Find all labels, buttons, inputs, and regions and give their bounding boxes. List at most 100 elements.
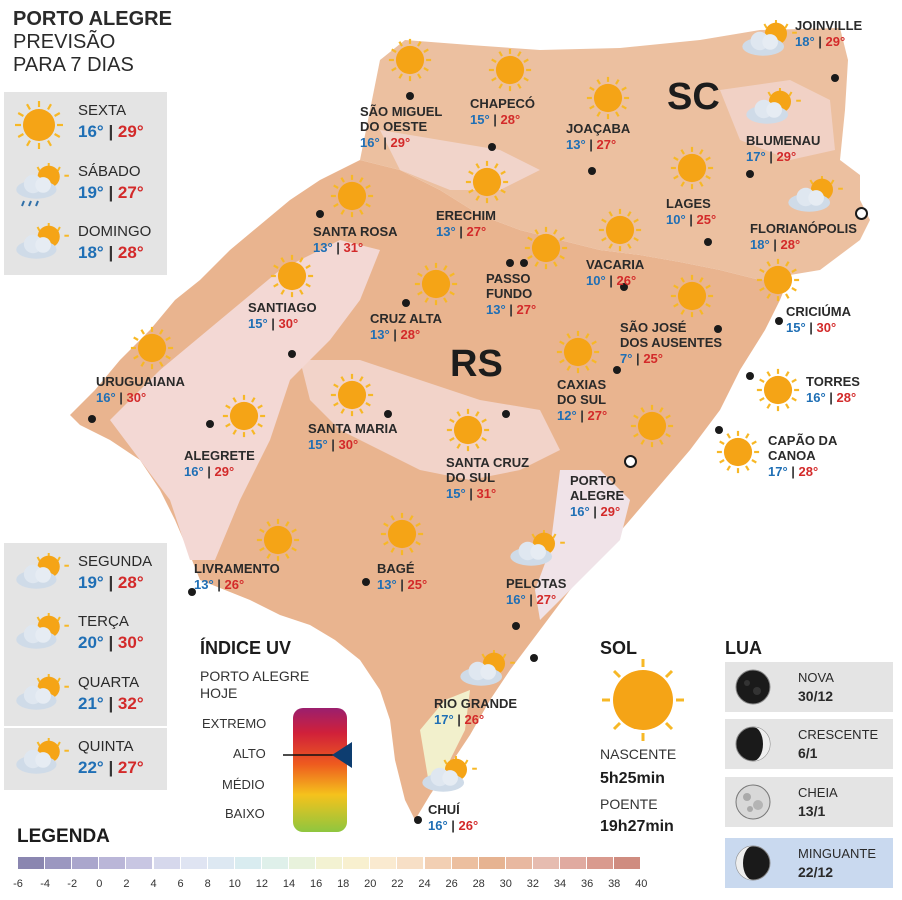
city-passo[interactable]: PASSO FUNDO 13° | 27°	[486, 271, 536, 317]
city-marker-blumenau[interactable]	[746, 170, 754, 178]
max-temp: 25°	[407, 577, 428, 592]
city-marker-vacaria[interactable]	[620, 283, 628, 291]
city-chu-[interactable]: CHUÍ 16° | 26°	[428, 802, 478, 833]
city-marker-joinville[interactable]	[831, 74, 839, 82]
city-santiago[interactable]: SANTIAGO 15° | 30°	[248, 300, 317, 331]
legend-tick: 14	[282, 878, 296, 890]
city-marker-alegrete[interactable]	[206, 420, 214, 428]
city-cruz-alta[interactable]: CRUZ ALTA 13° | 28°	[370, 311, 442, 342]
title-line3: PARA 7 DIAS	[13, 54, 134, 76]
city-uruguaiana[interactable]: URUGUAIANA 16° | 30°	[96, 374, 185, 405]
city-marker-porto[interactable]	[624, 455, 637, 468]
city-santa-cruz[interactable]: SANTA CRUZ DO SUL 15° | 31°	[446, 455, 529, 501]
legend-swatch	[343, 857, 370, 869]
city-caxias[interactable]: CAXIAS DO SUL 12° | 27°	[557, 377, 607, 423]
sun-icon	[380, 512, 424, 561]
city-marker-passo[interactable]	[520, 259, 528, 267]
sun-icon	[222, 394, 266, 443]
min-temp: 16°	[428, 818, 448, 833]
city-alegrete[interactable]: ALEGRETE 16° | 29°	[184, 448, 255, 479]
min-temp: 15°	[470, 112, 490, 127]
city-marker-cap-o-da[interactable]	[715, 426, 723, 434]
sun-icon	[130, 326, 174, 375]
sun-icon	[756, 368, 800, 417]
city-lages[interactable]: LAGES 10° | 25°	[666, 196, 716, 227]
sun-icon	[630, 404, 674, 453]
city-marker-florian-polis[interactable]	[855, 207, 868, 220]
city-marker-uruguaiana[interactable]	[88, 415, 96, 423]
city-marker-torres[interactable]	[746, 372, 754, 380]
city-marker-erechim[interactable]	[506, 259, 514, 267]
city-florian-polis[interactable]: FLORIANÓPOLIS 18° | 28°	[750, 221, 857, 252]
city-marker-santa-maria[interactable]	[384, 410, 392, 418]
sun-icon	[465, 160, 509, 209]
min-temp: 16°	[506, 592, 526, 607]
city-erechim[interactable]: ERECHIM 13° | 27°	[436, 208, 496, 239]
city-marker-lages[interactable]	[704, 238, 712, 246]
legend-swatch	[72, 857, 99, 869]
city-s-o-jos-[interactable]: SÃO JOSÉ DOS AUSENTES 7° | 25°	[620, 320, 722, 366]
city-joa-aba[interactable]: JOAÇABA 13° | 27°	[566, 121, 630, 152]
city-cap-o-da[interactable]: CAPÃO DA CANOA 17° | 28°	[768, 433, 837, 479]
city-s-o-miguel[interactable]: SÃO MIGUEL DO OESTE 16° | 29°	[360, 104, 442, 150]
city-marker-pelotas[interactable]	[512, 622, 520, 630]
city-marker-s-o-jos-[interactable]	[714, 325, 722, 333]
sun-icon	[488, 48, 532, 97]
city-rio-grande[interactable]: RIO GRANDE 17° | 26°	[434, 696, 517, 727]
min-temp: 15°	[786, 320, 806, 335]
city-marker-s-o-miguel[interactable]	[406, 92, 414, 100]
city-bag-[interactable]: BAGÉ 13° | 25°	[377, 561, 427, 592]
city-name-2: DO OESTE	[360, 119, 428, 134]
uv-level-baixo: BAIXO	[225, 806, 265, 821]
min-temp: 18°	[78, 243, 104, 262]
sun-icon	[716, 430, 760, 479]
city-marker-rio-grande[interactable]	[530, 654, 538, 662]
city-temps: 16° | 28°	[806, 390, 857, 405]
city-santa-maria[interactable]: SANTA MARIA 15° | 30°	[308, 421, 398, 452]
moon-title: LUA	[725, 638, 762, 658]
city-marker-cruz-alta[interactable]	[402, 299, 410, 307]
city-joinville[interactable]: JOINVILLE 18° | 29°	[795, 18, 862, 49]
min-temp: 10°	[666, 212, 686, 227]
city-torres[interactable]: TORRES 16° | 28°	[806, 374, 860, 405]
city-pelotas[interactable]: PELOTAS 16° | 27°	[506, 576, 566, 607]
city-name: BAGÉ	[377, 561, 415, 576]
city-name-2: CANOA	[768, 448, 816, 463]
city-temps: 17° | 29°	[746, 149, 797, 164]
city-marker-joa-aba[interactable]	[588, 167, 596, 175]
city-marker-chu-[interactable]	[414, 816, 422, 824]
city-livramento[interactable]: LIVRAMENTO 13° | 26°	[194, 561, 280, 592]
legend-tick: 38	[608, 878, 621, 890]
city-marker-santa-rosa[interactable]	[316, 210, 324, 218]
legend-tick: 4	[150, 878, 157, 890]
sun-icon	[670, 146, 714, 195]
uv-title: ÍNDICE UV	[200, 638, 292, 658]
city-name-2: DO SUL	[446, 470, 496, 485]
city-marker-livramento[interactable]	[188, 588, 196, 596]
region-rs: RS	[450, 343, 503, 385]
min-temp: 12°	[557, 408, 577, 423]
city-marker-santa-cruz[interactable]	[502, 410, 510, 418]
sun-cloud-icon	[420, 754, 478, 805]
city-blumenau[interactable]: BLUMENAU 17° | 29°	[746, 133, 820, 164]
uv-level-extremo: EXTREMO	[202, 716, 267, 731]
city-marker-santiago[interactable]	[288, 350, 296, 358]
city-vacaria[interactable]: VACARIA 10° | 26°	[586, 257, 644, 288]
legend-tick: 36	[580, 878, 594, 890]
city-marker-chapec-[interactable]	[488, 143, 496, 151]
city-marker-caxias[interactable]	[613, 366, 621, 374]
city-santa-rosa[interactable]: SANTA ROSA 13° | 31°	[313, 224, 398, 255]
min-temp: 16°	[570, 504, 590, 519]
city-marker-crici-ma[interactable]	[775, 317, 783, 325]
city-temps: 7° | 25°	[620, 351, 663, 366]
legend-tick: 22	[391, 878, 404, 890]
legend-tick: 32	[526, 878, 540, 890]
legend-swatch	[180, 857, 207, 869]
city-porto[interactable]: PORTO ALEGRE 16° | 29°	[570, 473, 624, 519]
city-chapec-[interactable]: CHAPECÓ 15° | 28°	[470, 96, 535, 127]
city-marker-bag-[interactable]	[362, 578, 370, 586]
min-temp: 7°	[620, 351, 633, 366]
sun-cloud-icon	[14, 672, 70, 723]
max-temp: 31°	[476, 486, 497, 501]
city-crici-ma[interactable]: CRICIÚMA 15° | 30°	[786, 304, 851, 335]
